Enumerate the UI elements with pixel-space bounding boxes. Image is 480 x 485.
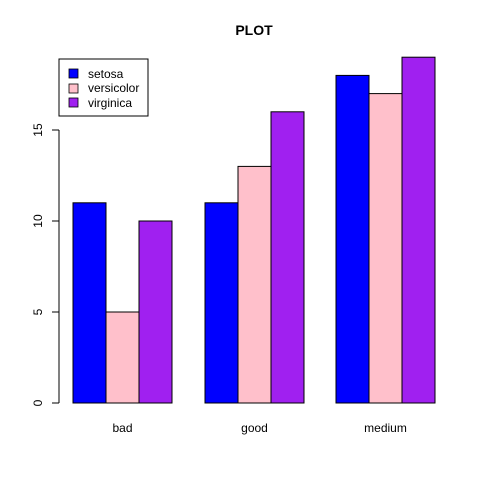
y-tick-label-15: 15 (31, 123, 45, 137)
legend-label-virginica: virginica (88, 96, 132, 110)
bar-medium-virginica (401, 56, 436, 404)
bar-good-virginica (270, 111, 305, 404)
bar-medium-setosa (335, 74, 370, 404)
y-tick-label-10: 10 (31, 214, 45, 228)
x-tick-label-medium: medium (364, 421, 407, 435)
bar-good-setosa (204, 202, 239, 404)
legend-swatch-versicolor (68, 83, 79, 94)
chart-title: PLOT (235, 22, 273, 38)
bar-good-versicolor (237, 165, 272, 404)
legend-swatch-setosa (68, 68, 79, 79)
legend-swatch-virginica (68, 97, 79, 108)
x-tick-label-good: good (241, 421, 268, 435)
y-tick-label-5: 5 (31, 308, 45, 315)
x-axis: bad good medium (112, 421, 406, 435)
bar-bad-virginica (138, 220, 173, 404)
bar-medium-versicolor (368, 93, 403, 404)
y-tick-label-0: 0 (31, 399, 45, 406)
bars-layer (72, 56, 436, 404)
legend: setosa versicolor virginica (58, 58, 149, 117)
legend-label-setosa: setosa (88, 67, 124, 81)
bar-bad-setosa (72, 202, 107, 404)
legend-label-versicolor: versicolor (88, 81, 139, 95)
x-tick-label-bad: bad (112, 421, 132, 435)
bar-bad-versicolor (105, 311, 140, 404)
y-axis: 0 5 10 15 (31, 123, 60, 406)
